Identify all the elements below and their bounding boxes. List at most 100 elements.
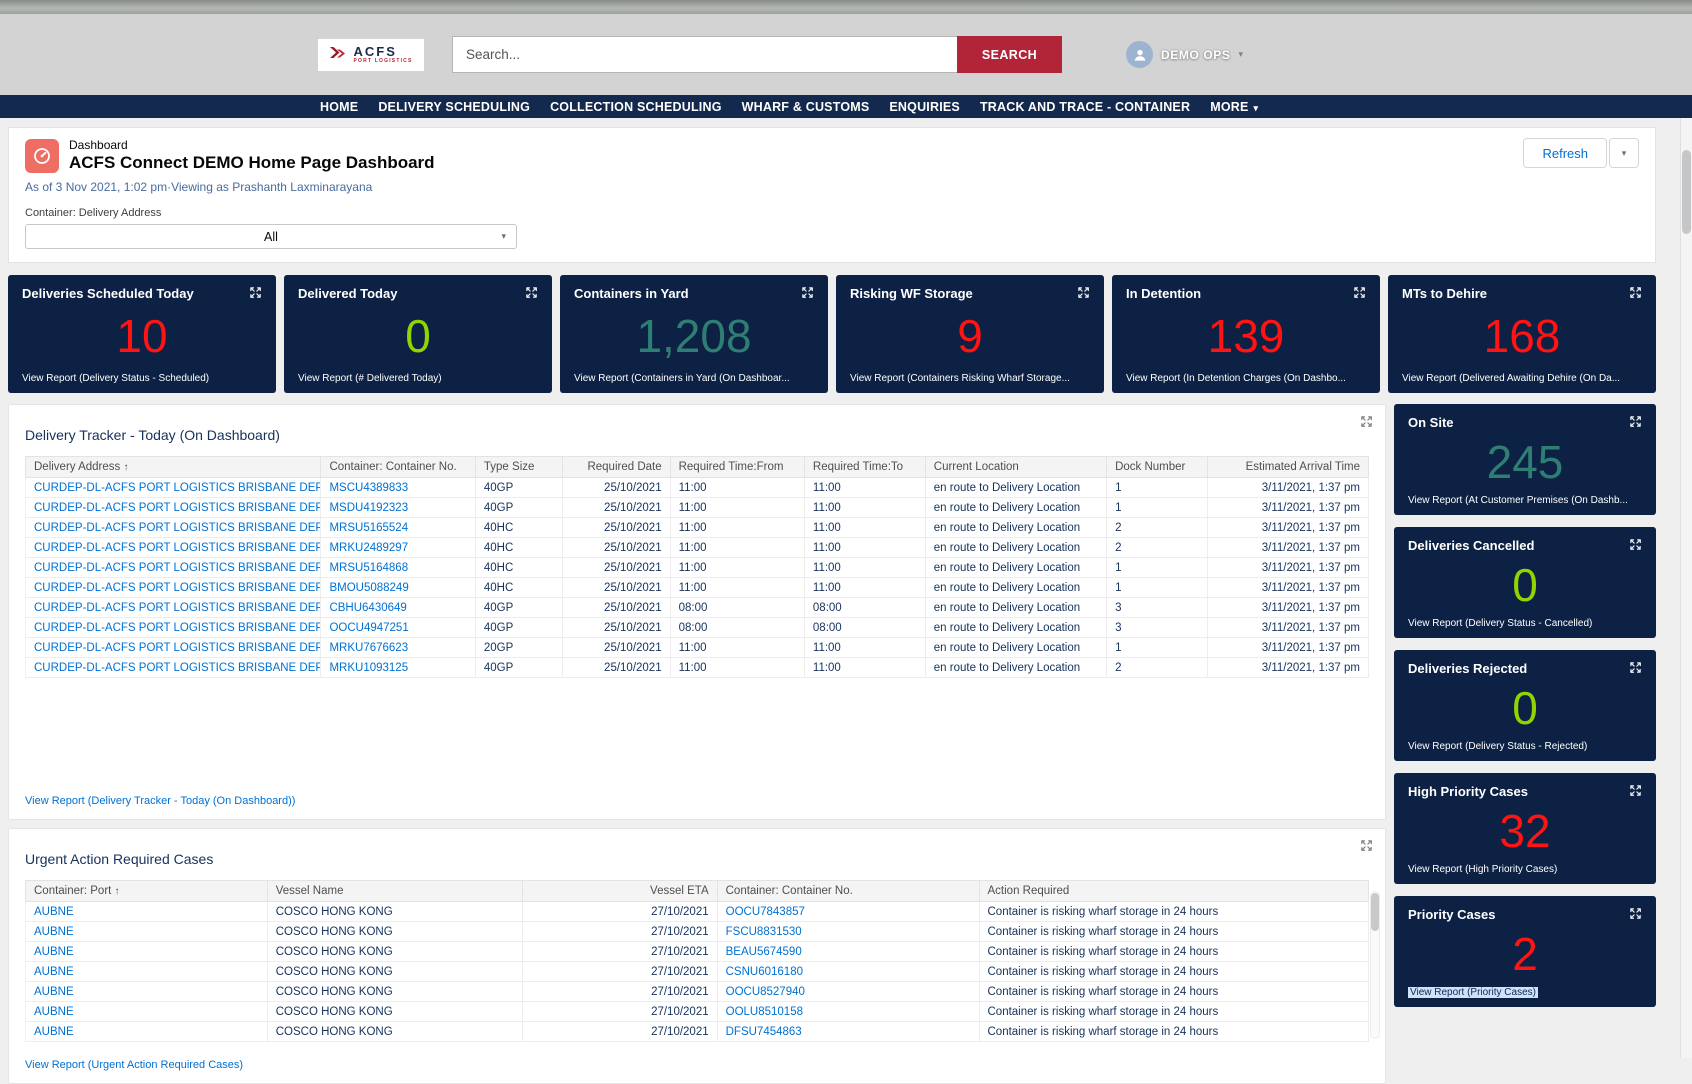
container-link[interactable]: MRKU7676623 [329,641,409,654]
expand-icon[interactable] [249,286,262,299]
page-scrollbar[interactable] [1680,118,1692,1058]
refresh-button[interactable]: Refresh [1523,138,1607,168]
column-header-container-container-no[interactable]: Container: Container No. [716,880,980,903]
expand-icon[interactable] [1077,286,1090,299]
delivery-address-link[interactable]: CURDEP-DL-ACFS PORT LOGISTICS BRISBANE D… [34,581,321,594]
search-input[interactable] [452,36,957,73]
column-header-container-port[interactable]: Container: Port ↑ [25,880,268,903]
container-link[interactable]: DFSU7454863 [725,1025,802,1038]
expand-icon[interactable] [1360,839,1373,852]
expand-icon[interactable] [1629,784,1642,797]
container-link[interactable]: MRKU1093125 [329,661,409,674]
view-report-link[interactable]: View Report (# Delivered Today) [298,373,442,385]
column-header-dock-number[interactable]: Dock Number [1106,456,1208,479]
delivery-address-link[interactable]: CURDEP-DL-ACFS PORT LOGISTICS BRISBANE D… [34,641,321,654]
column-header-vessel-eta[interactable]: Vessel ETA [521,880,718,903]
column-header-current-location[interactable]: Current Location [924,456,1108,479]
container-link[interactable]: CBHU6430649 [329,601,407,614]
container-link[interactable]: CSNU6016180 [725,965,803,978]
table-cell: en route to Delivery Location [924,637,1108,659]
nav-item-more[interactable]: MORE ▾ [1210,99,1259,114]
nav-item-track-and-trace-container[interactable]: TRACK AND TRACE - CONTAINER [979,99,1191,114]
view-report-link[interactable]: View Report (Delivered Awaiting Dehire (… [1402,373,1621,385]
nav-item-delivery-scheduling[interactable]: DELIVERY SCHEDULING [378,99,531,114]
expand-icon[interactable] [1353,286,1366,299]
port-link[interactable]: AUBNE [34,1005,74,1018]
delivery-address-link[interactable]: CURDEP-DL-ACFS PORT LOGISTICS BRISBANE D… [34,621,321,634]
delivery-address-link[interactable]: CURDEP-DL-ACFS PORT LOGISTICS BRISBANE D… [34,661,321,674]
view-report-link[interactable]: View Report (Containers Risking Wharf St… [850,373,1070,385]
expand-icon[interactable] [1629,661,1642,674]
search-button[interactable]: SEARCH [957,36,1062,73]
port-link[interactable]: AUBNE [34,1025,74,1038]
delivery-address-link[interactable]: CURDEP-DL-ACFS PORT LOGISTICS BRISBANE D… [34,481,321,494]
container-link[interactable]: MRKU2489297 [329,541,409,554]
global-search: SEARCH [452,36,1062,73]
expand-icon[interactable] [801,286,814,299]
tracker-view-report-link[interactable]: View Report (Delivery Tracker - Today (O… [25,795,296,808]
port-link[interactable]: AUBNE [34,985,74,998]
kpi-card-row: Deliveries Scheduled Today 10 View Report … [8,275,1656,394]
column-header-vessel-name[interactable]: Vessel Name [266,880,523,903]
container-link[interactable]: OOCU7843857 [725,905,805,918]
container-link[interactable]: MRSU5164868 [329,561,409,574]
delivery-address-link[interactable]: CURDEP-DL-ACFS PORT LOGISTICS BRISBANE D… [34,541,321,554]
column-header-container-container-no[interactable]: Container: Container No. [320,456,476,479]
expand-icon[interactable] [1629,907,1642,920]
view-report-link[interactable]: View Report (High Priority Cases) [1408,864,1558,876]
refresh-dropdown-button[interactable]: ▾ [1609,138,1639,168]
port-link[interactable]: AUBNE [34,965,74,978]
expand-icon[interactable] [1629,538,1642,551]
container-link[interactable]: OOCU8527940 [725,985,805,998]
urgent-view-report-link[interactable]: View Report (Urgent Action Required Case… [25,1059,244,1072]
container-link[interactable]: MSCU4389833 [329,481,409,494]
column-header-required-time-to[interactable]: Required Time:To [803,456,926,479]
view-report-link[interactable]: View Report (In Detention Charges (On Da… [1126,373,1346,385]
nav-item-home[interactable]: HOME [320,99,359,114]
delivery-address-link[interactable]: CURDEP-DL-ACFS PORT LOGISTICS BRISBANE D… [34,501,321,514]
table-cell: en route to Delivery Location [924,557,1108,579]
container-link[interactable]: BMOU5088249 [329,581,409,594]
view-report-link[interactable]: View Report (At Customer Premises (On Da… [1408,495,1628,507]
card-title: Deliveries Scheduled Today [22,286,194,302]
container-link[interactable]: OOCU4947251 [329,621,409,634]
view-report-link[interactable]: View Report (Delivery Status - Scheduled… [22,373,210,385]
column-header-type-size[interactable]: Type Size [474,456,564,479]
column-header-delivery-address[interactable]: Delivery Address ↑ [24,456,322,479]
expand-icon[interactable] [1629,415,1642,428]
urgent-table-scrollbar[interactable] [1370,891,1380,1040]
container-link[interactable]: MSDU4192323 [329,501,409,514]
port-link[interactable]: AUBNE [34,905,74,918]
nav-item-wharf-customs[interactable]: WHARF & CUSTOMS [741,99,870,114]
column-header-estimated-arrival-time[interactable]: Estimated Arrival Time [1206,456,1370,479]
acfs-logo[interactable]: ACFS PORT LOGISTICS [318,38,424,71]
container-link[interactable]: MRSU5165524 [329,521,409,534]
expand-icon[interactable] [1629,286,1642,299]
port-link[interactable]: AUBNE [34,925,74,938]
priority-cases-card: Priority Cases 2 View Report (Priority Cas… [1394,896,1656,1008]
port-link[interactable]: AUBNE [34,945,74,958]
page-scrollbar-thumb[interactable] [1682,150,1691,234]
view-report-link[interactable]: View Report (Delivery Status - Rejected) [1408,741,1588,753]
container-link[interactable]: OOLU8510158 [725,1005,803,1018]
column-header-action-required[interactable]: Action Required [978,880,1369,903]
view-report-link[interactable]: View Report (Priority Cases) [1408,987,1538,999]
view-report-link[interactable]: View Report (Containers in Yard (On Dash… [574,373,790,385]
nav-item-enquiries[interactable]: ENQUIRIES [889,99,960,114]
delivery-address-filter-select[interactable]: All ▾ [25,224,517,250]
expand-icon[interactable] [1360,415,1373,428]
scrollbar-thumb[interactable] [1371,893,1379,932]
table-cell: en route to Delivery Location [924,617,1108,639]
expand-icon[interactable] [525,286,538,299]
delivery-address-link[interactable]: CURDEP-DL-ACFS PORT LOGISTICS BRISBANE D… [34,601,321,614]
delivery-address-link[interactable]: CURDEP-DL-ACFS PORT LOGISTICS BRISBANE D… [34,521,321,534]
container-link[interactable]: BEAU5674590 [725,945,802,958]
column-header-required-date[interactable]: Required Date [562,456,671,479]
card-title: Risking WF Storage [850,286,973,302]
container-link[interactable]: FSCU8831530 [725,925,802,938]
column-header-required-time-from[interactable]: Required Time:From [669,456,805,479]
view-report-link[interactable]: View Report (Delivery Status - Cancelled… [1408,618,1593,630]
user-menu[interactable]: DEMO OPS ▾ [1126,41,1243,68]
nav-item-collection-scheduling[interactable]: COLLECTION SCHEDULING [550,99,722,114]
delivery-address-link[interactable]: CURDEP-DL-ACFS PORT LOGISTICS BRISBANE D… [34,561,321,574]
